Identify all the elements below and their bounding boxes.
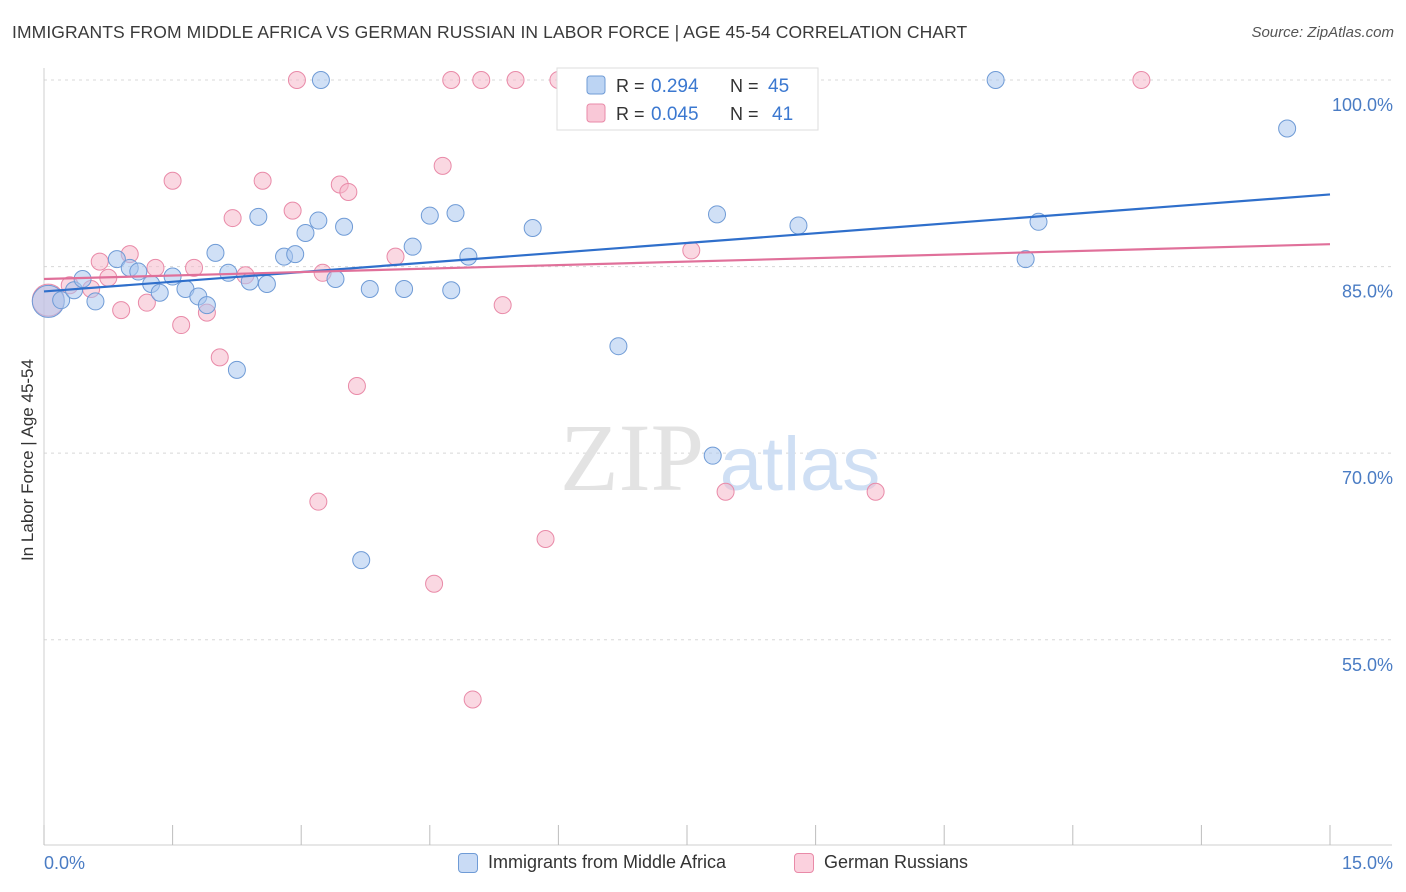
middle-africa-point-13 bbox=[197, 296, 216, 315]
legend-n-label-2: N = bbox=[730, 104, 759, 124]
x-tick-labels: 0.0% 15.0% bbox=[44, 853, 1393, 873]
middle-africa-point-26 bbox=[335, 217, 354, 236]
german-russians-point-19 bbox=[309, 492, 328, 511]
middle-africa-point-24 bbox=[311, 71, 330, 89]
middle-africa-point-41 bbox=[1016, 250, 1035, 269]
middle-africa-point-35 bbox=[523, 219, 542, 238]
german-russians-point-3 bbox=[90, 252, 109, 271]
middle-africa-point-5 bbox=[107, 250, 126, 269]
legend-swatch-middle-africa bbox=[458, 852, 478, 873]
german-russians-point-10 bbox=[172, 316, 191, 335]
german-russians-point-18 bbox=[287, 71, 306, 89]
german-russians-point-32 bbox=[536, 530, 555, 548]
german-russians-point-26 bbox=[433, 156, 452, 175]
german-russians-point-11 bbox=[185, 258, 204, 277]
middle-africa-point-30 bbox=[403, 237, 422, 256]
legend-item-german-russians: German Russians bbox=[794, 852, 968, 873]
y-tick-label-100: 100.0% bbox=[1332, 95, 1393, 115]
german-russians-point-30 bbox=[493, 296, 512, 315]
middle-africa-point-43 bbox=[1278, 119, 1297, 138]
legend-item-middle-africa: Immigrants from Middle Africa bbox=[458, 852, 726, 873]
german-russians-point-38 bbox=[1132, 71, 1151, 89]
watermark: ZIP atlas bbox=[560, 404, 880, 511]
middle-africa-point-14 bbox=[206, 243, 225, 262]
y-tick-label-85: 85.0% bbox=[1342, 282, 1393, 302]
axes bbox=[43, 68, 1392, 846]
middle-africa-point-19 bbox=[257, 275, 276, 293]
german-russians-point-13 bbox=[210, 348, 229, 367]
chart-title: IMMIGRANTS FROM MIDDLE AFRICA VS GERMAN … bbox=[12, 22, 968, 42]
german-russians-point-28 bbox=[463, 690, 482, 709]
y-tick-labels: 55.0% 70.0% 85.0% 100.0% bbox=[1332, 95, 1393, 675]
legend-top: R = 0.294 N = 45 R = 0.045 N = 41 bbox=[556, 67, 819, 131]
trend-lines bbox=[43, 193, 1331, 293]
middle-africa-point-23 bbox=[309, 211, 328, 230]
x-tick-label-min: 0.0% bbox=[44, 853, 85, 873]
german-russians-point-9 bbox=[163, 171, 182, 190]
middle-africa-point-32 bbox=[442, 281, 461, 300]
legend-bottom: Immigrants from Middle Africa German Rus… bbox=[0, 852, 1406, 878]
middle-africa-point-1 bbox=[52, 291, 71, 310]
german-russians-point-22 bbox=[339, 182, 358, 201]
german-russians-point-29 bbox=[472, 71, 491, 89]
legend-r-label-1: R = bbox=[616, 76, 645, 96]
middle-africa-point-40 bbox=[986, 71, 1005, 89]
german-russians-point-37 bbox=[866, 482, 885, 501]
german-russians-point-5 bbox=[112, 301, 131, 320]
german-russians-point-31 bbox=[506, 71, 525, 89]
legend-r-value-2: 0.045 bbox=[651, 104, 699, 125]
middle-africa-point-16 bbox=[227, 360, 246, 379]
legend-swatch-pink bbox=[586, 103, 606, 123]
german-russians-point-8 bbox=[146, 258, 165, 277]
middle-africa-point-21 bbox=[286, 245, 305, 264]
middle-africa-point-28 bbox=[360, 279, 379, 298]
german-russians-point-17 bbox=[283, 201, 302, 220]
middle-africa-point-39 bbox=[789, 216, 808, 235]
middle-africa-point-4 bbox=[86, 292, 105, 311]
middle-africa-point-36 bbox=[609, 337, 628, 356]
middle-africa-point-27 bbox=[352, 551, 371, 570]
german-russians-point-27 bbox=[442, 71, 461, 89]
legend-swatch-german-russians bbox=[794, 852, 814, 873]
middle-africa-point-31 bbox=[420, 206, 439, 225]
german-russians-point-25 bbox=[425, 574, 444, 593]
legend-label-german-russians: German Russians bbox=[824, 852, 969, 872]
legend-r-label-2: R = bbox=[616, 104, 645, 124]
german-russians-point-35 bbox=[682, 241, 701, 260]
series-middle-africa-points bbox=[31, 71, 1297, 570]
trend-line-german-russians bbox=[43, 243, 1331, 281]
german-russians-point-16 bbox=[253, 171, 272, 190]
german-russians-point-24 bbox=[386, 247, 405, 266]
middle-africa-point-18 bbox=[249, 207, 268, 226]
trend-line-middle-africa bbox=[43, 193, 1331, 293]
german-russians-point-23 bbox=[347, 377, 366, 395]
legend-r-value-1: 0.294 bbox=[651, 76, 699, 97]
legend-label-middle-africa: Immigrants from Middle Africa bbox=[488, 852, 727, 872]
legend-swatch-blue bbox=[586, 75, 606, 95]
middle-africa-point-38 bbox=[708, 205, 727, 224]
middle-africa-point-33 bbox=[446, 204, 465, 223]
middle-africa-point-25 bbox=[326, 270, 345, 289]
legend-n-value-2: 41 bbox=[772, 104, 793, 125]
watermark-atlas: atlas bbox=[720, 422, 881, 507]
german-russians-point-7 bbox=[137, 293, 156, 312]
middle-africa-point-37 bbox=[703, 446, 722, 465]
watermark-zip: ZIP bbox=[560, 404, 704, 511]
series-german-russians-points bbox=[31, 71, 1151, 709]
y-tick-label-55: 55.0% bbox=[1342, 655, 1393, 675]
middle-africa-point-34 bbox=[459, 247, 478, 266]
middle-africa-point-9 bbox=[150, 283, 169, 302]
y-tick-label-70: 70.0% bbox=[1342, 468, 1393, 488]
legend-n-label-1: N = bbox=[730, 76, 759, 96]
middle-africa-point-22 bbox=[296, 224, 315, 242]
german-russians-point-36 bbox=[716, 482, 735, 501]
source-label: Source: ZipAtlas.com bbox=[1251, 24, 1394, 41]
middle-africa-point-29 bbox=[395, 279, 414, 298]
gridlines bbox=[44, 79, 1392, 641]
german-russians-point-14 bbox=[223, 209, 242, 228]
x-tick-label-max: 15.0% bbox=[1342, 853, 1393, 873]
legend-n-value-1: 45 bbox=[768, 76, 789, 97]
